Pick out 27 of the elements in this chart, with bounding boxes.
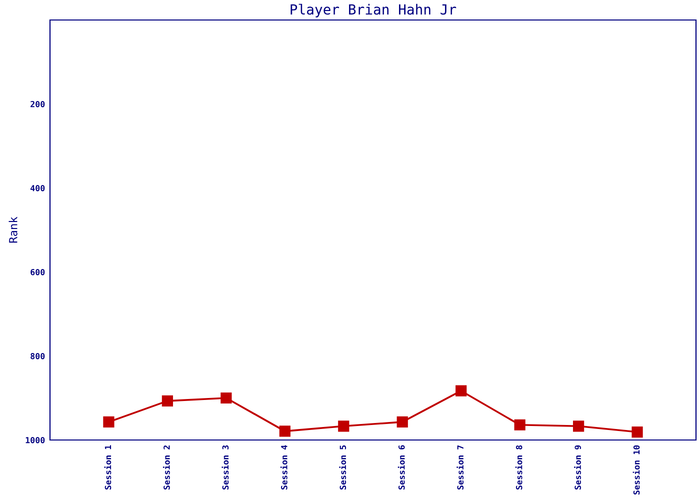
x-tick-label: Session 8 bbox=[515, 445, 522, 490]
point bbox=[279, 426, 290, 437]
chart-title: Player Brian Hahn Jr bbox=[290, 4, 456, 18]
x-tick-label: Session 3 bbox=[222, 445, 229, 490]
y-tick-label: 200 bbox=[30, 100, 45, 108]
y-tick-label: 600 bbox=[30, 268, 45, 276]
point bbox=[162, 395, 174, 406]
x-tick-label: Session 7 bbox=[456, 445, 464, 490]
point bbox=[514, 419, 526, 430]
point bbox=[572, 420, 584, 432]
point bbox=[396, 416, 408, 428]
x-tick-label: Session 1 bbox=[104, 445, 112, 490]
x-tick-label: Session 2 bbox=[162, 446, 170, 490]
y-tick-label: 400 bbox=[30, 184, 45, 192]
point bbox=[338, 420, 350, 432]
y-tick-label: 1000 bbox=[26, 436, 45, 444]
x-tick-label: Session 4 bbox=[280, 445, 288, 490]
point bbox=[220, 392, 232, 404]
x-tick-label: Session 5 bbox=[339, 445, 346, 490]
y-tick-label: 800 bbox=[30, 352, 45, 360]
point bbox=[632, 426, 643, 438]
x-tick-label: Session 6 bbox=[398, 445, 405, 490]
y-axis-title: Rank bbox=[8, 216, 18, 243]
point bbox=[103, 416, 114, 428]
x-tick-label: Session 9 bbox=[574, 445, 582, 490]
x-tick-label: Session 10 bbox=[632, 445, 640, 495]
point bbox=[456, 385, 467, 396]
